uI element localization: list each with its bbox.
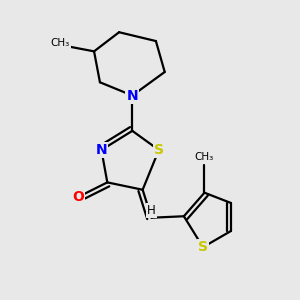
Text: S: S bbox=[198, 240, 208, 254]
Text: N: N bbox=[96, 143, 107, 157]
Text: N: N bbox=[127, 88, 138, 103]
Text: S: S bbox=[154, 143, 164, 157]
Text: O: O bbox=[72, 190, 84, 204]
Text: CH₃: CH₃ bbox=[51, 38, 70, 47]
Text: CH₃: CH₃ bbox=[195, 152, 214, 162]
Text: H: H bbox=[147, 204, 156, 217]
